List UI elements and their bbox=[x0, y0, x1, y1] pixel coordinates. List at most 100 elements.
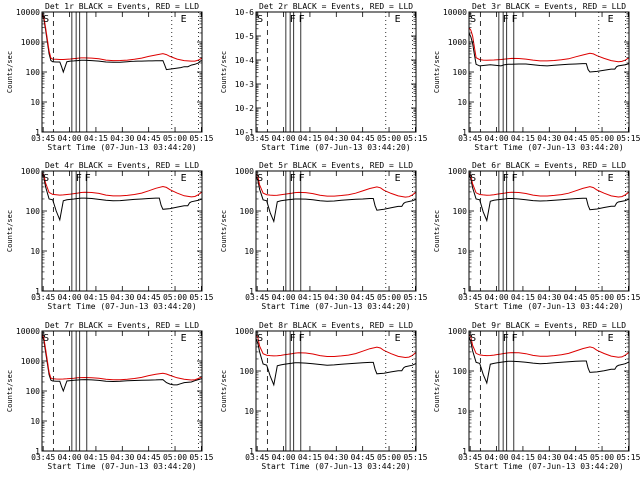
x-tick-label: 04:45 bbox=[351, 293, 375, 302]
event-marker-e: E bbox=[395, 14, 401, 25]
event-marker-e: E bbox=[181, 333, 187, 344]
x-tick-label: 04:00 bbox=[485, 293, 509, 302]
x-tick-label: 04:15 bbox=[298, 293, 322, 302]
y-tick-label: 1000 bbox=[21, 167, 40, 176]
x-tick-label: 04:30 bbox=[537, 134, 561, 143]
x-axis-label: Start Time (07-Jun-13 03:44:20) bbox=[261, 462, 410, 471]
panel-title: Det 3r BLACK = Events, RED = LLD bbox=[472, 2, 626, 11]
event-marker-s: S bbox=[470, 173, 476, 184]
x-axis-label: Start Time (07-Jun-13 03:44:20) bbox=[47, 143, 196, 152]
x-tick-label: 04:15 bbox=[511, 293, 535, 302]
y-axis-label: Counts/sec bbox=[220, 210, 228, 252]
x-tick-label: 05:00 bbox=[377, 453, 401, 462]
event-marker-s: S bbox=[470, 333, 476, 344]
y-tick-label: 10-5 bbox=[235, 32, 254, 41]
x-tick-label: 04:30 bbox=[110, 453, 134, 462]
y-tick-label: 100 bbox=[26, 387, 41, 396]
panel-title: Det 5r BLACK = Events, RED = LLD bbox=[259, 161, 413, 170]
x-tick-label: 04:30 bbox=[324, 134, 348, 143]
y-tick-label: 100 bbox=[453, 207, 468, 216]
x-tick-label: 04:45 bbox=[351, 134, 375, 143]
x-tick-label: 04:45 bbox=[137, 134, 161, 143]
y-tick-label: 1 bbox=[35, 447, 40, 456]
y-axis-label: Counts/sec bbox=[6, 370, 14, 412]
x-axis-label: Start Time (07-Jun-13 03:44:20) bbox=[474, 143, 623, 152]
x-tick-label: 04:15 bbox=[84, 453, 108, 462]
x-tick-label: 05:00 bbox=[377, 134, 401, 143]
x-tick-label: 04:30 bbox=[537, 293, 561, 302]
x-tick-label: 04:15 bbox=[84, 134, 108, 143]
events-series-line bbox=[42, 335, 202, 393]
x-tick-label: 05:15 bbox=[616, 453, 640, 462]
lld-series-line bbox=[42, 172, 202, 198]
lld-series-line bbox=[469, 172, 629, 198]
y-tick-label: 10-2 bbox=[235, 104, 254, 113]
x-tick-label: 04:45 bbox=[564, 293, 588, 302]
event-marker-f: F bbox=[290, 333, 296, 344]
x-tick-label: 03:45 bbox=[245, 453, 269, 462]
y-tick-label: 10000 bbox=[443, 8, 467, 17]
lld-series-line bbox=[42, 13, 202, 62]
y-tick-label: 1000 bbox=[448, 38, 467, 47]
plot-frame bbox=[255, 11, 417, 133]
y-tick-label: 100 bbox=[453, 68, 468, 77]
y-tick-label: 1 bbox=[462, 128, 467, 137]
event-marker-s: S bbox=[43, 333, 49, 344]
x-tick-label: 03:45 bbox=[458, 453, 482, 462]
y-tick-label: 1000 bbox=[21, 38, 40, 47]
x-tick-label: 05:15 bbox=[403, 293, 427, 302]
plot-frame bbox=[468, 330, 630, 452]
y-tick-label: 10 bbox=[457, 247, 467, 256]
x-axis-label: Start Time (07-Jun-13 03:44:20) bbox=[261, 302, 410, 311]
x-tick-label: 04:00 bbox=[58, 293, 82, 302]
y-tick-label: 100 bbox=[26, 207, 41, 216]
event-marker-f: F bbox=[512, 14, 518, 25]
event-marker-s: S bbox=[257, 333, 263, 344]
event-marker-e: E bbox=[181, 173, 187, 184]
plot-frame bbox=[41, 330, 203, 452]
event-marker-e: E bbox=[395, 173, 401, 184]
event-marker-f: F bbox=[299, 333, 305, 344]
panel-det-6r: Det 6r BLACK = Events, RED = LLD 1 10 100 10… bbox=[433, 161, 640, 311]
panel-title: Det 9r BLACK = Events, RED = LLD bbox=[472, 321, 626, 330]
panel-title: Det 1r BLACK = Events, RED = LLD bbox=[45, 2, 199, 11]
panel-title: Det 2r BLACK = Events, RED = LLD bbox=[259, 2, 413, 11]
x-tick-label: 04:15 bbox=[511, 134, 535, 143]
event-marker-f: F bbox=[299, 14, 305, 25]
y-tick-label: 10 bbox=[30, 417, 40, 426]
x-tick-label: 04:15 bbox=[84, 293, 108, 302]
panel-det-2r: Det 2r BLACK = Events, RED = LLD 10-1 10-2… bbox=[220, 2, 428, 152]
event-marker-f: F bbox=[290, 14, 296, 25]
x-tick-label: 04:00 bbox=[272, 293, 296, 302]
x-tick-label: 05:15 bbox=[189, 453, 213, 462]
y-tick-label: 1000 bbox=[21, 357, 40, 366]
plot-frame bbox=[255, 170, 417, 292]
y-tick-label: 10000 bbox=[16, 327, 40, 336]
y-tick-label: 10-3 bbox=[235, 80, 254, 89]
panel-det-3r: Det 3r BLACK = Events, RED = LLD 1 10 100 10… bbox=[433, 2, 640, 152]
y-tick-label: 1 bbox=[35, 128, 40, 137]
x-tick-label: 04:45 bbox=[564, 134, 588, 143]
event-marker-e: E bbox=[395, 333, 401, 344]
x-axis-label: Start Time (07-Jun-13 03:44:20) bbox=[47, 462, 196, 471]
x-tick-label: 04:15 bbox=[511, 453, 535, 462]
events-series-line bbox=[42, 14, 202, 74]
event-marker-e: E bbox=[181, 14, 187, 25]
y-tick-label: 100 bbox=[453, 367, 468, 376]
event-marker-s: S bbox=[257, 14, 263, 25]
x-tick-label: 03:45 bbox=[458, 293, 482, 302]
y-tick-label: 100 bbox=[26, 68, 41, 77]
x-tick-label: 04:00 bbox=[58, 453, 82, 462]
y-tick-label: 10-6 bbox=[235, 8, 254, 17]
event-marker-s: S bbox=[43, 173, 49, 184]
x-tick-label: 05:15 bbox=[403, 134, 427, 143]
x-tick-label: 04:30 bbox=[110, 293, 134, 302]
x-tick-label: 03:45 bbox=[245, 134, 269, 143]
y-axis-label: Counts/sec bbox=[433, 370, 441, 412]
y-tick-label: 1 bbox=[249, 447, 254, 456]
y-tick-label: 1000 bbox=[448, 327, 467, 336]
event-marker-f: F bbox=[76, 173, 82, 184]
x-axis-label: Start Time (07-Jun-13 03:44:20) bbox=[47, 302, 196, 311]
x-tick-label: 04:00 bbox=[58, 134, 82, 143]
